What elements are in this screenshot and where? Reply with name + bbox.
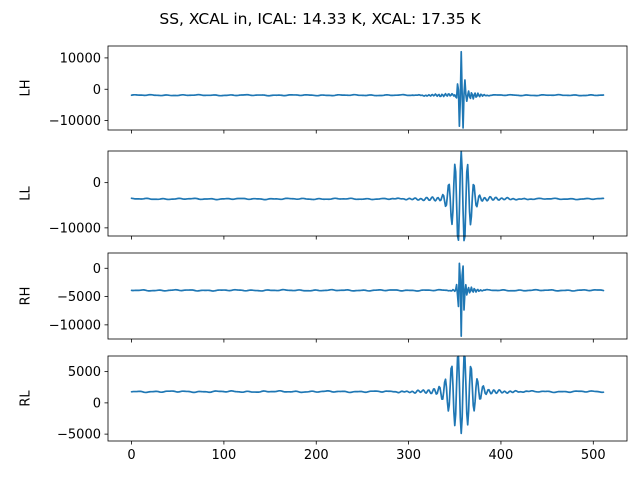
ylabel-rh: RH [19,287,34,306]
figure-title: SS, XCAL in, ICAL: 14.33 K, XCAL: 17.35 … [159,10,481,28]
ytick-label: 0 [93,176,101,191]
panel-ll: −10000 0 LL [19,150,628,242]
xtick-label: 200 [304,448,329,463]
axes-frame [107,45,628,131]
series-line-rh [130,262,605,337]
series-line-rl [130,355,605,435]
axes-frame [107,355,628,442]
xtick-label: 400 [489,448,514,463]
ytick-label: 0 [93,83,101,98]
subplot-panels: −10000010000LH−100000LL−10000−50000RH−50… [19,45,628,463]
xtick-label: 300 [396,448,421,463]
ytick-label: −5000 [57,428,101,443]
panel-lh: −10000 0 10000 LH [19,45,628,134]
panel-rl: −5000 0 5000 0 100 200 300 400 500 RL [19,355,628,463]
ytick-label: −10000 [49,114,101,129]
panel-rh: −10000 −5000 0 RH [19,252,628,343]
ytick-label: −5000 [57,290,101,305]
ytick-label: 5000 [68,365,101,380]
ytick-label: 0 [93,262,101,277]
ytick-label: 10000 [60,51,101,66]
xtick-label: 0 [127,448,135,463]
axes-frame [107,252,628,340]
ylabel-lh: LH [19,79,34,96]
ytick-label: 0 [93,396,101,411]
ytick-label: −10000 [49,318,101,333]
series-line-ll [130,150,605,242]
xtick-label: 100 [211,448,236,463]
series-line-lh [130,50,605,129]
ytick-label: −10000 [49,221,101,236]
xtick-label: 500 [581,448,606,463]
ylabel-rl: RL [19,390,34,407]
axes-frame [107,150,628,237]
ylabel-ll: LL [19,186,34,201]
